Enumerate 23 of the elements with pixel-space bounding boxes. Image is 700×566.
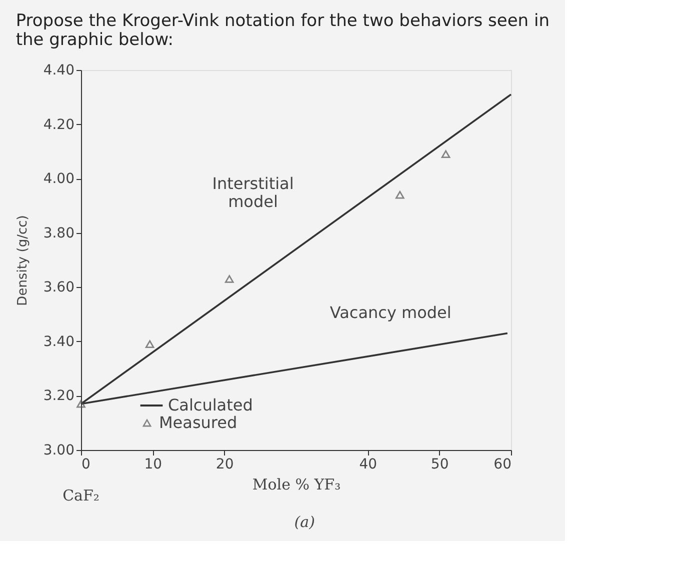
legend-label: Calculated: [168, 396, 253, 414]
y-tick-label: 3.40: [43, 334, 74, 350]
y-tick-label: 3.80: [43, 225, 74, 242]
x-tick-label: 10: [144, 456, 162, 472]
y-axis-title: Density (g/cc): [15, 215, 30, 306]
y-tick-label: 3.60: [43, 280, 74, 296]
annotation: Interstitial model: [212, 174, 294, 211]
legend-label: Measured: [159, 413, 238, 432]
y-tick-label: 4.40: [43, 62, 74, 78]
y-tick-label: 4.20: [43, 116, 74, 133]
y-tick-label: 3.20: [43, 388, 74, 404]
x-tick-label: 40: [359, 456, 378, 472]
y-tick-label: 4.00: [43, 171, 74, 188]
text: (a): [294, 513, 316, 532]
x-tick-label: 20: [216, 456, 234, 472]
x-tick-label: 0: [82, 456, 90, 472]
text: CaF₂: [62, 486, 100, 505]
y-tick-label: 3.00: [43, 442, 74, 458]
chart-title: Propose the Kroger-Vink notation for the two behaviors seen in the graphic below:: [16, 11, 550, 50]
annotation: Vacancy model: [330, 303, 452, 322]
x-tick-label: 50: [430, 456, 449, 472]
x-tick-label: 60: [494, 456, 512, 472]
x-axis-title: Mole % YF₃: [252, 476, 341, 494]
